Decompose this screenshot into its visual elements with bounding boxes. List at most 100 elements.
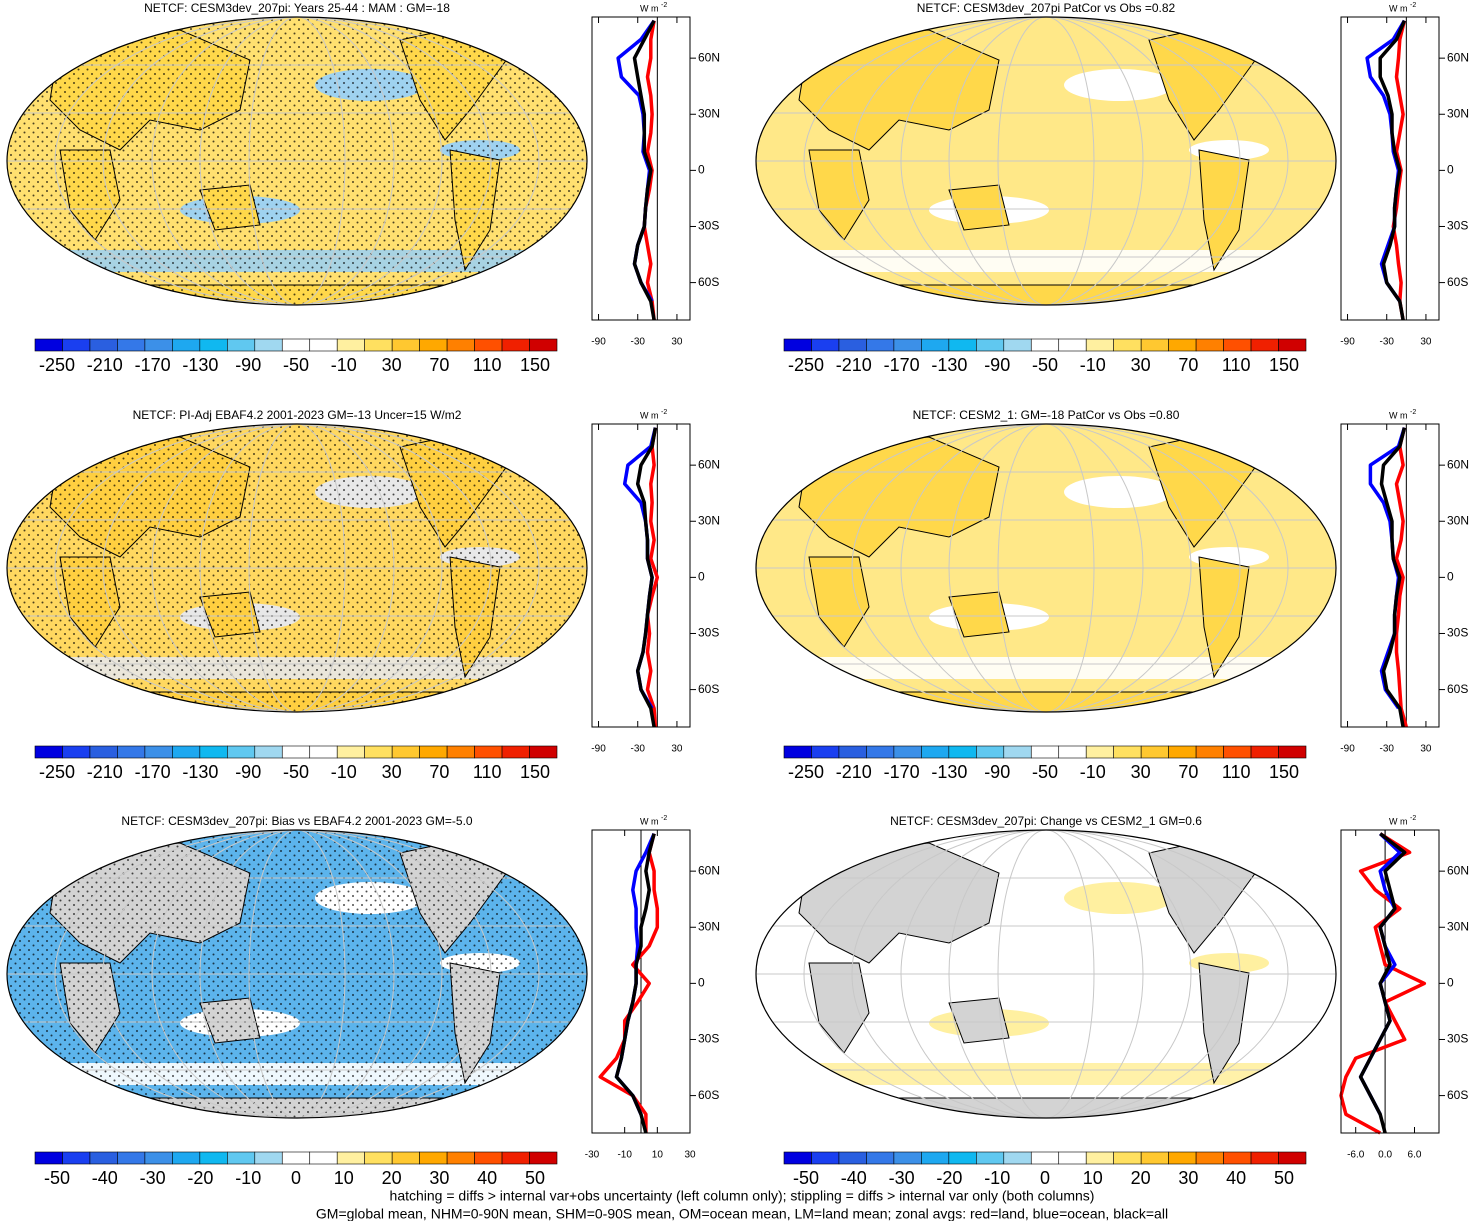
colorbar-box (281, 745, 311, 759)
map (7, 424, 587, 712)
colorbar-label: -250 (39, 355, 75, 375)
colorbar-box (309, 1151, 338, 1165)
colorbar-label: 40 (477, 1168, 497, 1188)
colorbar-box (1168, 1151, 1197, 1165)
colorbar-box (1168, 745, 1197, 759)
colorbar-box (34, 338, 63, 352)
colorbar-box (529, 745, 558, 759)
colorbar-box (976, 745, 1005, 759)
colorbar-box (1250, 338, 1279, 352)
colorbar-label: -170 (884, 355, 920, 375)
graticule (900, 424, 1192, 712)
colorbar-box (474, 338, 503, 352)
colorbar-box (1168, 338, 1197, 352)
colorbar-label: -50 (793, 1168, 819, 1188)
panel-title: NETCF: CESM3dev_207pi: Years 25-44 : MAM… (144, 1, 450, 15)
zonal-line (1358, 832, 1407, 1134)
units-exponent: -2 (1410, 815, 1416, 822)
colorbar-box (811, 338, 840, 352)
x-tick-label: 30 (671, 744, 683, 755)
colorbar-box (1140, 1151, 1169, 1165)
colorbar-box (1058, 338, 1087, 352)
colorbar-box (62, 338, 91, 352)
colorbar-label: -250 (788, 355, 824, 375)
colorbar-box (1140, 745, 1169, 759)
colorbar-label: -90 (235, 355, 261, 375)
map-land (798, 436, 1000, 558)
graticule (997, 830, 1095, 1118)
map-land (808, 149, 870, 241)
colorbar-box (838, 745, 867, 759)
y-tick-label: 0 (698, 163, 705, 177)
y-tick-label: 60N (1447, 457, 1469, 471)
y-tick-label: 30S (1447, 626, 1468, 640)
colorbar-box (1195, 338, 1224, 352)
colorbar-label: 70 (429, 762, 449, 782)
colorbar-box (336, 338, 365, 352)
graticule (948, 17, 1144, 305)
colorbar-box (1250, 745, 1279, 759)
colorbar-label: -130 (931, 355, 967, 375)
colorbar-label: -210 (836, 762, 872, 782)
colorbar-label: -10 (984, 1168, 1010, 1188)
x-tick-label: 10 (652, 1150, 664, 1161)
y-tick-label: 60S (1447, 1088, 1468, 1102)
colorbar-box (144, 338, 173, 352)
colorbar-box (529, 1151, 558, 1165)
colorbar-label: 0 (1040, 1168, 1050, 1188)
panel-title: NETCF: CESM3dev_207pi: Change vs CESM2_1… (890, 814, 1202, 828)
colorbar-label: -30 (889, 1168, 915, 1188)
colorbar-label: 30 (1178, 1168, 1198, 1188)
y-tick-label: 30N (1447, 919, 1469, 933)
colorbar-label: 20 (382, 1168, 402, 1188)
colorbar-box (866, 338, 895, 352)
zonal-line (598, 833, 660, 1133)
x-tick-label: -90 (591, 337, 606, 348)
colorbar-box (309, 338, 338, 352)
colorbar-box (419, 1151, 448, 1165)
colorbar-box (1030, 745, 1060, 759)
y-tick-label: 30S (698, 219, 719, 233)
colorbar-label: -170 (135, 355, 171, 375)
colorbar-box (391, 1151, 420, 1165)
x-tick-label: 30 (684, 1150, 696, 1161)
footer-line: GM=global mean, NHM=0-90N mean, SHM=0-90… (316, 1206, 1168, 1221)
map-land (808, 556, 870, 648)
x-tick-label: -10 (617, 1150, 632, 1161)
zonal-line (645, 427, 660, 728)
colorbar-label: -90 (984, 355, 1010, 375)
graticule (54, 424, 540, 712)
colorbar-label: -10 (1080, 355, 1106, 375)
graticule (851, 830, 1241, 1118)
colorbar-box (811, 1151, 840, 1165)
y-tick-label: 30N (698, 106, 720, 120)
colorbar-box (419, 745, 448, 759)
colorbar-box (419, 338, 448, 352)
y-tick-label: 0 (698, 570, 705, 584)
colorbar-label: 110 (1222, 762, 1251, 782)
colorbar-box (783, 338, 812, 352)
colorbar-box (1223, 745, 1252, 759)
map-land (808, 962, 870, 1054)
colorbar-box (446, 338, 475, 352)
map-land (1198, 556, 1250, 679)
colorbar-label: -90 (984, 762, 1010, 782)
colorbar-box (199, 1151, 228, 1165)
zonal-line (614, 833, 656, 1134)
colorbar-box (893, 338, 922, 352)
graticule (151, 17, 443, 305)
graticule (248, 17, 346, 305)
colorbar-box (199, 338, 228, 352)
map-land (798, 842, 1000, 964)
colorbar-box (811, 745, 840, 759)
graticule (199, 424, 395, 712)
colorbar-label: -50 (283, 762, 309, 782)
colorbar-label: -50 (1032, 762, 1058, 782)
x-tick-label: -30 (585, 1150, 600, 1161)
map-land (1198, 149, 1250, 272)
colorbar-box (446, 1151, 475, 1165)
x-tick-label: 30 (1420, 337, 1432, 348)
colorbar-label: -90 (235, 762, 261, 782)
colorbar-box (227, 745, 256, 759)
colorbar-label: -50 (1032, 355, 1058, 375)
